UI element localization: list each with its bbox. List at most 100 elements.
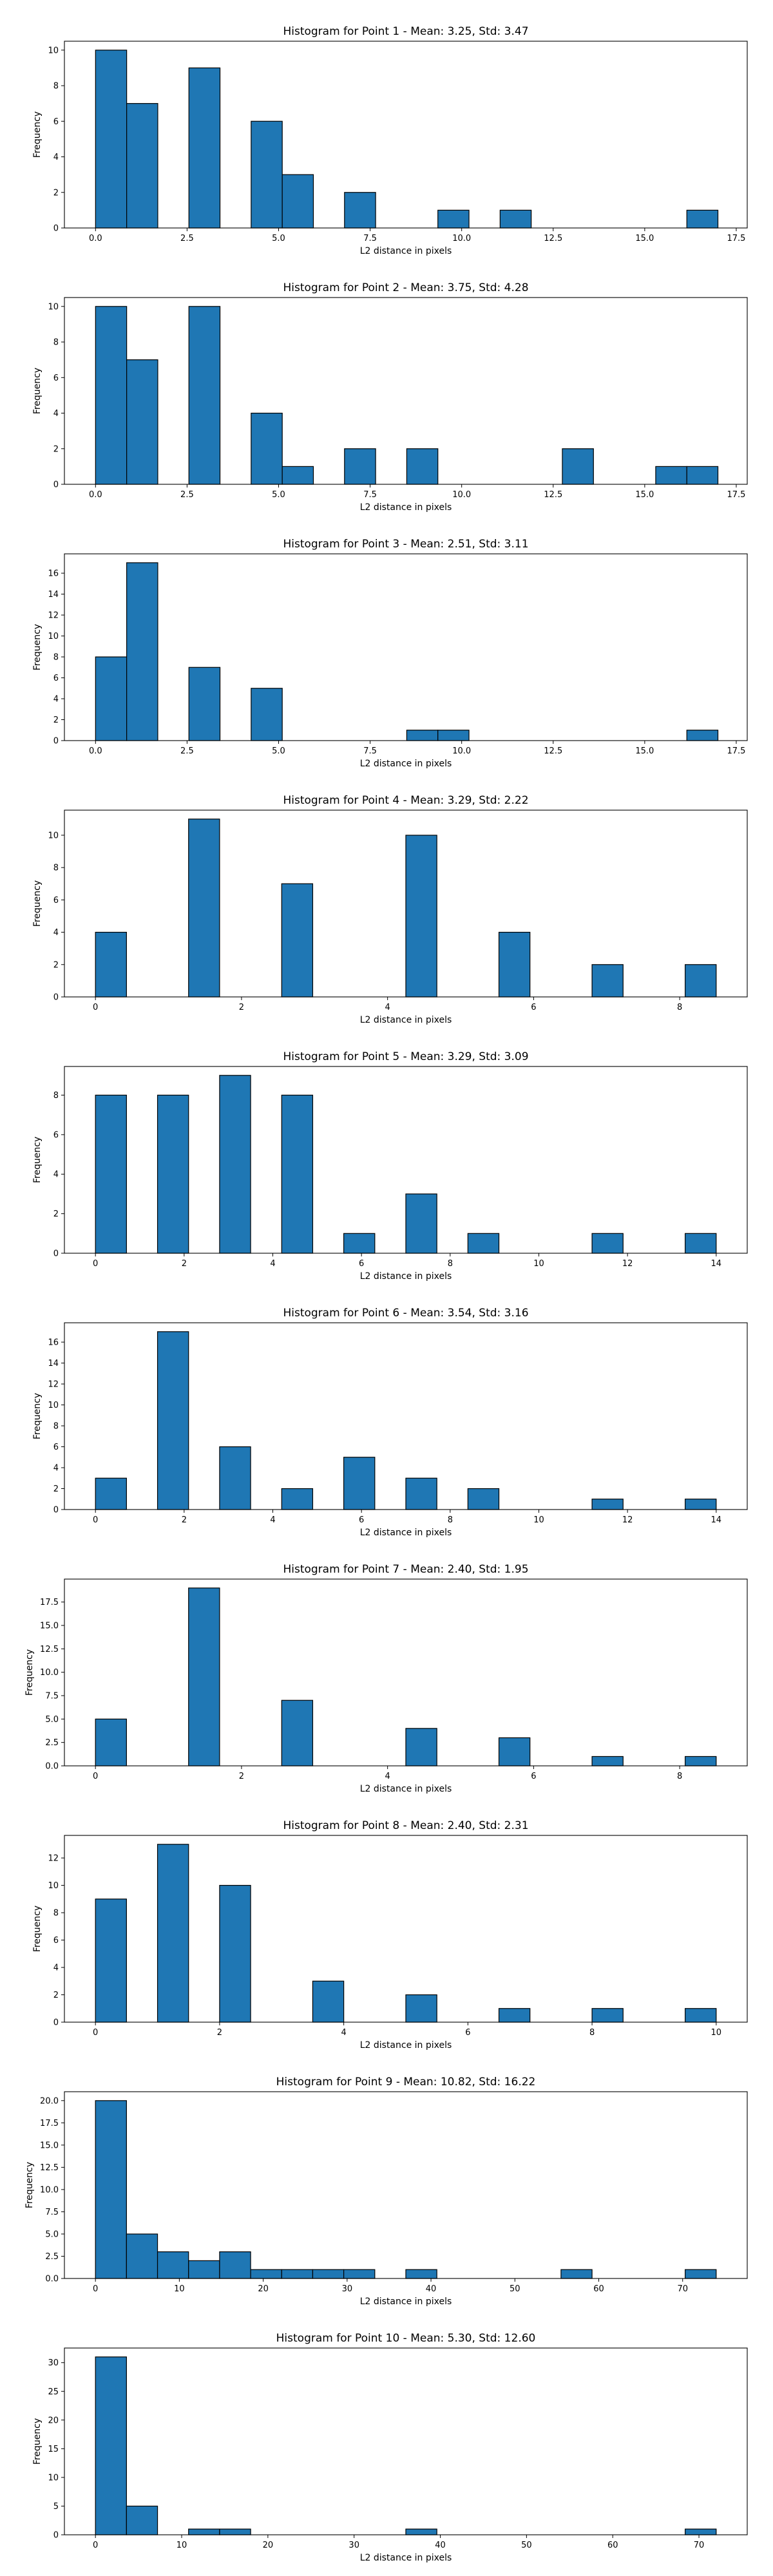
histogram-bar: [685, 1756, 717, 1766]
histogram-bar: [437, 730, 470, 741]
histogram-bar: [467, 1488, 500, 1510]
x-tick-label: 0: [93, 2541, 98, 2550]
x-tick-label: 0: [93, 2028, 98, 2038]
histogram-bar: [560, 2269, 593, 2279]
x-axis-label: L2 distance in pixels: [360, 246, 452, 256]
x-axis-label: L2 distance in pixels: [360, 2297, 452, 2307]
y-tick-label: 6: [53, 896, 59, 905]
x-tick-label: 7.5: [363, 746, 377, 756]
chart-title: Histogram for Point 5 - Mean: 3.29, Std:…: [283, 1050, 528, 1063]
histogram-bar: [95, 50, 128, 229]
x-tick-label: 0: [93, 2284, 98, 2294]
chart-title: Histogram for Point 4 - Mean: 3.29, Std:…: [283, 794, 528, 807]
y-axis-label: Frequency: [32, 880, 43, 927]
x-tick-label: 17.5: [727, 746, 745, 756]
histogram-bar: [312, 2269, 345, 2279]
histogram-bar: [686, 730, 719, 741]
histogram-bar: [188, 819, 220, 998]
y-tick-label: 20: [48, 2416, 59, 2425]
x-tick-label: 2.5: [180, 746, 194, 756]
histogram-bar: [95, 306, 128, 485]
y-tick-label: 8: [53, 653, 59, 663]
y-tick-label: 12.5: [40, 1645, 59, 1654]
histogram-panel-10: Histogram for Point 10 - Mean: 5.30, Std…: [32, 2332, 748, 2563]
chart-title: Histogram for Point 2 - Mean: 3.75, Std:…: [283, 281, 528, 294]
histogram-bar: [685, 2269, 717, 2279]
x-tick-label: 2: [239, 1772, 244, 1781]
y-tick-label: 10: [48, 46, 59, 55]
histogram-bar: [467, 1233, 500, 1254]
x-tick-label: 12.5: [544, 490, 562, 500]
y-tick-label: 20.0: [40, 2096, 59, 2106]
histogram-bar: [126, 359, 158, 485]
y-axis-label: Frequency: [32, 624, 43, 670]
y-tick-label: 0: [53, 480, 59, 490]
x-tick-label: 6: [531, 1772, 536, 1781]
histogram-bar: [437, 209, 470, 229]
x-tick-label: 10: [533, 1259, 544, 1269]
x-tick-label: 10.0: [452, 234, 471, 243]
y-tick-label: 17.5: [40, 2119, 59, 2128]
plot-frame: [64, 2091, 748, 2279]
x-tick-label: 14: [711, 1259, 722, 1269]
x-tick-label: 15.0: [635, 746, 654, 756]
histogram-bar: [95, 1477, 127, 1510]
y-axis-label: Frequency: [32, 111, 43, 158]
y-tick-label: 6: [53, 1936, 59, 1946]
y-tick-label: 10: [48, 1881, 59, 1891]
histogram-bar: [344, 192, 376, 229]
y-tick-label: 10: [48, 302, 59, 312]
histogram-bar: [281, 2269, 314, 2279]
y-tick-label: 10: [48, 1401, 59, 1410]
y-tick-label: 8: [53, 1909, 59, 1918]
x-tick-label: 60: [607, 2541, 618, 2550]
histogram-bar: [405, 2269, 437, 2279]
histogram-bar: [686, 466, 719, 485]
histogram-bar: [685, 1499, 717, 1510]
chart-title: Histogram for Point 1 - Mean: 3.25, Std:…: [283, 25, 528, 38]
histogram-bar: [126, 2233, 158, 2279]
x-tick-label: 7.5: [363, 234, 377, 243]
y-axis-label: Frequency: [32, 1137, 43, 1183]
x-tick-label: 10: [174, 2284, 185, 2294]
x-tick-label: 4: [341, 2028, 346, 2038]
x-tick-label: 15.0: [635, 490, 654, 500]
x-tick-label: 12: [622, 1259, 633, 1269]
x-tick-label: 60: [593, 2284, 604, 2294]
y-tick-label: 16: [48, 1338, 59, 1348]
y-axis-label: Frequency: [32, 1906, 43, 1952]
y-tick-label: 12: [48, 1854, 59, 1864]
x-tick-label: 10: [177, 2541, 187, 2550]
x-tick-label: 12: [622, 1515, 633, 1525]
x-tick-label: 70: [677, 2284, 688, 2294]
y-tick-label: 7.5: [45, 2208, 59, 2217]
histogram-panel-2: Histogram for Point 2 - Mean: 3.75, Std:…: [32, 281, 748, 513]
plot-frame: [64, 1835, 748, 2023]
x-tick-label: 17.5: [727, 490, 745, 500]
y-axis-label: Frequency: [32, 368, 43, 414]
histogram-bar: [95, 2100, 127, 2279]
histogram-bar: [312, 1980, 345, 2023]
y-tick-label: 4: [53, 695, 59, 705]
y-tick-label: 10.0: [40, 2185, 59, 2195]
histogram-bar: [498, 931, 531, 998]
x-tick-label: 17.5: [727, 234, 745, 243]
histogram-panel-3: Histogram for Point 3 - Mean: 2.51, Std:…: [32, 538, 748, 769]
x-tick-label: 2: [217, 2028, 222, 2038]
plot-frame: [64, 2347, 748, 2535]
y-tick-label: 4: [53, 153, 59, 162]
y-tick-label: 2: [53, 1209, 59, 1219]
histogram-bar: [685, 2528, 717, 2535]
y-tick-label: 6: [53, 674, 59, 683]
x-tick-label: 6: [359, 1515, 364, 1525]
plot-frame: [64, 810, 748, 998]
histogram-bar: [685, 964, 717, 998]
x-axis-label: L2 distance in pixels: [360, 2553, 452, 2563]
y-tick-label: 4: [53, 1170, 59, 1180]
y-tick-label: 5.0: [45, 2230, 59, 2239]
histogram-bar: [188, 2260, 220, 2279]
y-tick-label: 2.5: [45, 2252, 59, 2262]
x-tick-label: 12.5: [544, 234, 562, 243]
histogram-bar: [591, 1756, 624, 1766]
x-tick-label: 6: [531, 1003, 536, 1012]
